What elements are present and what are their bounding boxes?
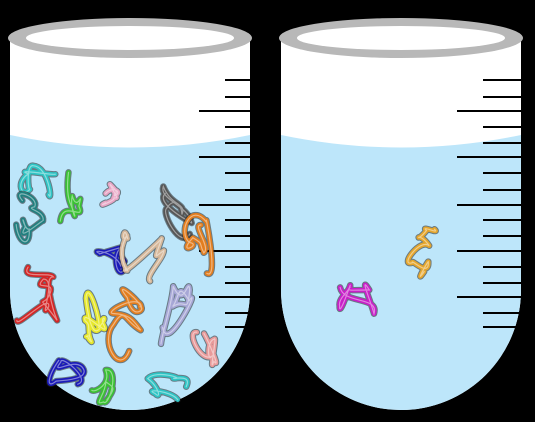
- right-tube-protein-strands: [336, 225, 439, 317]
- protein-chain-cyan-2-ribbon: [145, 372, 190, 402]
- protein-chain-navy: [46, 357, 88, 388]
- protein-chain-salmon-highlight: [192, 331, 217, 366]
- protein-chain-lavender: [157, 283, 196, 348]
- protein-chain-pink: [99, 180, 122, 208]
- protein-chain-orange-2-ribbon: [106, 287, 144, 362]
- protein-chain-cyan-ribbon: [18, 163, 58, 199]
- left-tube-rim-opening: [26, 26, 234, 50]
- protein-chain-green-ribbon: [58, 170, 83, 224]
- protein-chain-salmon: [189, 328, 220, 368]
- protein-chain-red-highlight: [16, 266, 58, 323]
- right-tube-scale: [457, 79, 535, 328]
- left-tube-protein-strands: [12, 162, 220, 406]
- protein-chain-navy-ribbon: [47, 358, 87, 387]
- right-tube-liquid: [281, 135, 521, 410]
- protein-chain-tan-highlight: [121, 231, 165, 282]
- protein-chain-gold: [404, 225, 439, 280]
- protein-chain-green-2: [88, 366, 117, 406]
- protein-chain-yellow-ribbon: [82, 290, 108, 345]
- protein-chain-salmon-ribbon: [190, 329, 219, 367]
- protein-chain-yellow-highlight: [84, 292, 106, 343]
- protein-chain-orange-2-highlight: [108, 288, 143, 361]
- protein-chain-gold-ribbon: [405, 226, 438, 279]
- protein-chain-red-ribbon: [14, 264, 60, 324]
- protein-chain-green-2-highlight: [91, 369, 114, 404]
- protein-chain-orange-2: [105, 286, 145, 363]
- protein-chain-green-highlight: [59, 171, 81, 222]
- protein-chain-pink-highlight: [102, 183, 119, 206]
- protein-chain-tan-ribbon: [119, 230, 167, 284]
- protein-chain-tan: [118, 229, 168, 285]
- right-tube: [279, 18, 535, 410]
- protein-chain-green-2-ribbon: [89, 367, 116, 405]
- protein-chain-grey: [159, 183, 195, 241]
- protein-chain-green: [57, 169, 84, 225]
- protein-chain-teal-ribbon: [13, 191, 46, 244]
- protein-chain-teal: [12, 190, 47, 245]
- protein-chain-cyan: [17, 162, 59, 200]
- protein-chain-navy-highlight: [48, 359, 85, 385]
- protein-chain-grey-ribbon: [160, 184, 194, 240]
- protein-chain-orange-ribbon: [182, 213, 215, 276]
- protein-chain-gold-highlight: [407, 228, 437, 277]
- protein-chain-lavender-highlight: [160, 285, 193, 345]
- protein-chain-cyan-2-highlight: [146, 374, 189, 401]
- protein-chain-cyan-2: [144, 371, 191, 403]
- left-tube: [8, 18, 277, 410]
- protein-chain-red: [13, 263, 61, 325]
- protein-chain-magenta: [336, 281, 378, 317]
- protein-chain-lavender-ribbon: [158, 284, 195, 347]
- protein-chain-cyan-highlight: [20, 165, 56, 197]
- protein-chain-teal-highlight: [15, 193, 44, 243]
- protein-chain-magenta-highlight: [338, 284, 375, 316]
- right-tube-rim-opening: [297, 26, 505, 50]
- protein-chain-orange: [181, 212, 216, 277]
- protein-chain-magenta-ribbon: [337, 282, 377, 316]
- protein-chain-pink-ribbon: [100, 181, 121, 207]
- protein-chain-grey-highlight: [162, 184, 193, 239]
- protein-chain-orange-highlight: [184, 214, 213, 275]
- protein-chain-yellow: [81, 289, 109, 346]
